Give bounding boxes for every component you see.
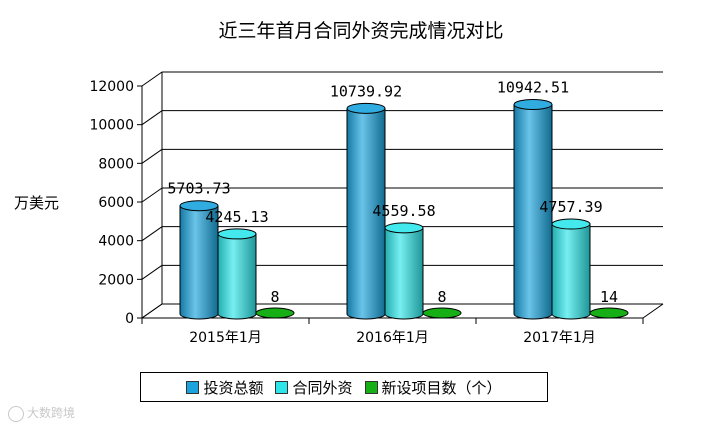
gridline-depth (141, 187, 163, 203)
legend-swatch-contract (275, 380, 289, 394)
legend-swatch-investment (186, 380, 200, 394)
bar-1-1 (384, 222, 424, 320)
bar-0-2 (255, 307, 295, 319)
bar-disc (255, 307, 295, 319)
gridline-depth (141, 226, 163, 242)
bar-top (551, 218, 591, 230)
label-layer: 5703.73 4245.13 8 10739.92 4559.58 8 10942.51 4… (167, 78, 618, 306)
legend-item-investment: 投资总额 (186, 377, 263, 398)
x-tick-label: 2017年1月 (523, 330, 596, 346)
gridline-depth (141, 148, 163, 164)
bar-top (384, 222, 424, 234)
y-tick-label: 8000 (98, 156, 134, 172)
bar-body (384, 227, 424, 320)
gridline-depth (141, 303, 163, 319)
chart-title: 近三年首月合同外资完成情况对比 (218, 20, 504, 42)
gridline-depth (141, 110, 163, 126)
bar-top (217, 228, 257, 240)
y-tick-label: 10000 (89, 118, 134, 134)
watermark: 大数跨境 (8, 404, 75, 422)
legend-label-investment: 投资总额 (203, 378, 264, 397)
bar-body (217, 233, 257, 320)
data-label: 8 (270, 288, 279, 306)
legend-item-contract: 合同外资 (275, 377, 353, 398)
gridline-depth (141, 264, 163, 280)
bar-disc (589, 307, 629, 319)
data-label: 10942.51 (497, 78, 569, 96)
bar-body (551, 223, 591, 320)
data-label: 4757.39 (539, 198, 602, 216)
y-tick-label: 0 (125, 311, 134, 327)
bar-top (346, 102, 386, 114)
watermark-text: 大数跨境 (27, 406, 76, 420)
gridline-depth (141, 71, 163, 87)
floor-right-edge (642, 303, 664, 319)
data-label: 5703.73 (167, 180, 230, 198)
bar-0-1 (217, 228, 257, 320)
legend: 投资总额 合同外资 新设项目数（个） (140, 372, 548, 402)
legend-item-projects: 新设项目数（个） (364, 377, 502, 398)
data-label: 8 (437, 288, 446, 306)
data-label: 4245.13 (205, 208, 268, 226)
bar-2-1 (551, 218, 591, 320)
bar-top (513, 98, 553, 110)
y-tick-label: 2000 (98, 272, 134, 288)
legend-label-projects: 新设项目数（个） (381, 378, 502, 397)
x-tick-label: 2016年1月 (356, 330, 429, 346)
x-tick-label: 2015年1月 (189, 330, 262, 346)
legend-label-contract: 合同外资 (292, 378, 353, 397)
y-tick-label: 4000 (98, 234, 134, 250)
bar-1-2 (422, 307, 462, 319)
data-label: 4559.58 (372, 202, 435, 220)
bar-0-0 (179, 200, 219, 320)
y-tick-label: 6000 (98, 195, 134, 211)
data-label: 14 (600, 288, 618, 306)
y-axis-label: 万美元 (14, 194, 60, 212)
watermark-logo-icon (8, 405, 24, 422)
bar-top (179, 200, 219, 212)
bar-disc (422, 307, 462, 319)
bar-2-2 (589, 307, 629, 319)
data-label: 10739.92 (330, 82, 402, 100)
legend-swatch-projects (364, 380, 378, 394)
bar-layer (179, 98, 629, 320)
y-tick-label: 12000 (89, 79, 134, 95)
